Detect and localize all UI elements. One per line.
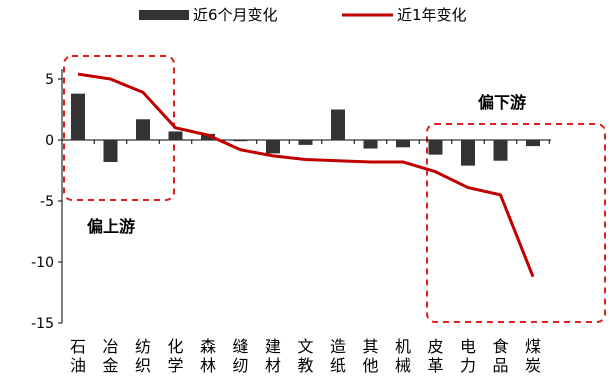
axes-layer: 5 0 -5 -10 -15 (31, 69, 551, 332)
x-tick-label-char: 炭 (525, 356, 541, 375)
legend-layer: 近6个月变化 近1年变化 (139, 6, 467, 24)
x-tick-label-char: 化 (167, 337, 183, 356)
x-tick-label-char: 皮 (427, 337, 443, 356)
legend-label-line: 近1年变化 (397, 6, 467, 24)
bar-造纸 (331, 109, 345, 140)
x-tick-label: 缝纫 (232, 337, 248, 375)
x-tick-label-char: 力 (460, 356, 476, 375)
bar-纺织 (136, 119, 150, 140)
x-tick-label-char: 金 (102, 356, 118, 375)
x-tick-label-char: 石 (70, 337, 86, 356)
x-tick-label-char: 械 (395, 356, 411, 375)
x-tick-label-char: 教 (297, 356, 313, 375)
bar-化学 (168, 131, 183, 140)
x-tick-label-char: 冶 (102, 337, 118, 356)
x-tick-label: 造纸 (330, 337, 346, 375)
bar-森林 (201, 133, 215, 140)
x-tick-label-char: 学 (167, 356, 183, 375)
bar-建材 (266, 140, 280, 154)
y-tick-label: -15 (31, 316, 54, 332)
x-tick-label-char: 其 (362, 337, 378, 356)
x-tick-label: 纺织 (135, 337, 151, 375)
bar-缝纫 (233, 140, 248, 142)
legend-swatch-bar (139, 10, 189, 20)
y-tick-label: 5 (45, 72, 54, 88)
bar-冶金 (103, 140, 118, 162)
bar-煤炭 (526, 140, 540, 147)
bar-文教 (298, 140, 313, 145)
x-tick-label-char: 革 (427, 356, 443, 375)
bar-电力 (461, 140, 475, 166)
x-tick-label: 石油 (70, 337, 86, 375)
x-tick-label-char: 林 (200, 356, 216, 375)
y-tick-label: 0 (45, 133, 54, 149)
downstream-annotation-label: 偏下游 (478, 93, 526, 112)
x-tick-label-char: 品 (492, 356, 508, 375)
x-tick-label-char: 机 (395, 337, 411, 356)
line-layer (77, 72, 535, 278)
legend-label-bar: 近6个月变化 (193, 6, 278, 24)
x-tick-label-char: 文 (297, 337, 313, 356)
x-tick-label: 建材 (265, 337, 281, 375)
x-tick-label: 冶金 (102, 337, 118, 375)
x-tick-label-char: 织 (135, 356, 151, 375)
bar-食品 (493, 140, 508, 161)
x-tick-label: 机械 (395, 337, 411, 375)
x-tick-label-char: 纺 (135, 337, 151, 356)
bars-layer (71, 93, 540, 166)
line-series-1y (77, 72, 535, 278)
x-tick-label-char: 食 (492, 337, 508, 356)
bar-石油 (71, 93, 85, 140)
x-tick-label: 皮革 (427, 337, 443, 375)
x-tick-label: 化学 (167, 337, 183, 375)
x-tick-label-char: 森 (200, 337, 216, 356)
y-tick-label: -10 (31, 255, 54, 271)
x-tick-label: 森林 (200, 337, 216, 375)
downstream-highlight-box (426, 123, 606, 323)
x-tick-label-char: 纸 (330, 356, 346, 375)
bar-皮革 (428, 140, 443, 155)
x-tick-label-char: 油 (70, 356, 86, 375)
x-tick-label: 煤炭 (525, 337, 541, 375)
x-tick-label-char: 材 (265, 356, 281, 375)
x-tick-label-char: 缝 (232, 337, 248, 356)
x-tick-label: 食品 (492, 337, 508, 375)
bar-机械 (396, 140, 410, 148)
x-tick-label: 文教 (297, 337, 313, 375)
x-tick-label-char: 造 (330, 337, 346, 356)
x-tick-label: 其他 (362, 337, 378, 375)
bar-其他 (363, 140, 378, 149)
x-tick-label-char: 电 (460, 337, 476, 356)
x-tick-label-char: 煤 (525, 337, 541, 356)
x-tick-label-char: 建 (265, 337, 281, 356)
x-tick-label-char: 纫 (232, 356, 248, 375)
x-tick-label: 电力 (460, 337, 476, 375)
x-tick-label-char: 他 (362, 356, 378, 375)
y-tick-label: -5 (40, 194, 54, 210)
upstream-annotation-label: 偏上游 (87, 217, 135, 236)
